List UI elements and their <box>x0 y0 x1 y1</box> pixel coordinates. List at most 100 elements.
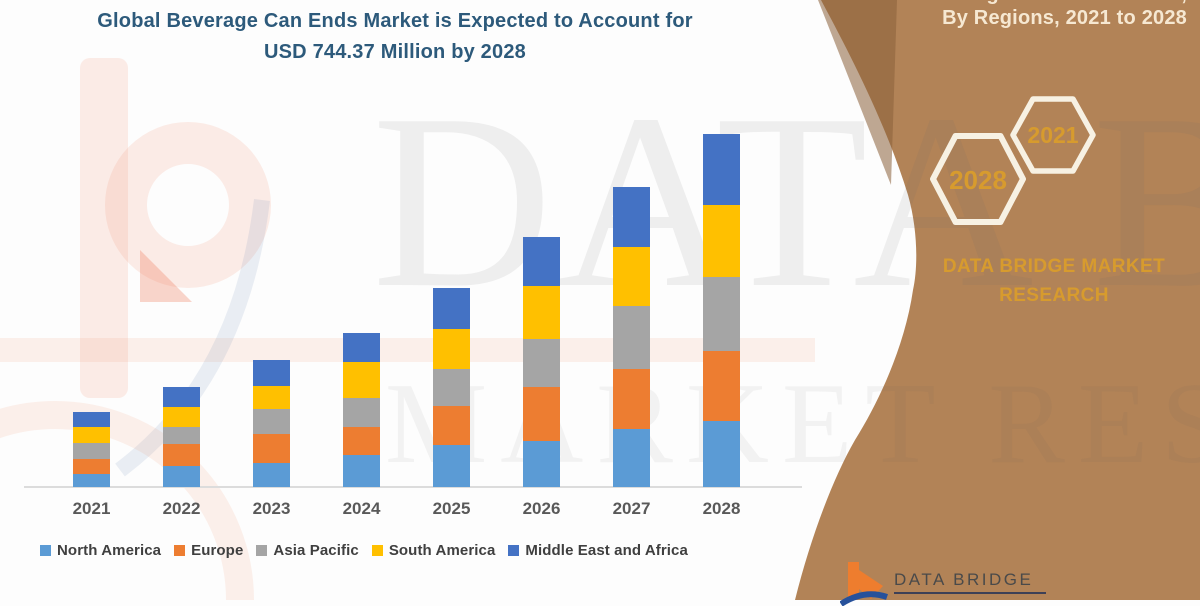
bar-segment-2022-asia-pacific <box>163 427 200 444</box>
bar-segment-2021-asia-pacific <box>73 443 110 459</box>
bar-2024 <box>343 333 380 487</box>
bar-segment-2027-south-america <box>613 247 650 306</box>
bar-segment-2028-middle-east-and-africa <box>703 133 740 206</box>
legend-item-south-america: South America <box>371 542 496 559</box>
legend-item-europe: Europe <box>174 542 243 559</box>
bar-2028 <box>703 133 740 487</box>
footer-underline <box>894 592 1046 594</box>
legend-item-middle-east-and-africa: Middle East and Africa <box>508 542 688 559</box>
bar-segment-2027-middle-east-and-africa <box>613 187 650 248</box>
legend-label: Middle East and Africa <box>525 542 688 559</box>
bar-segment-2026-europe <box>523 387 560 441</box>
bar-segment-2025-asia-pacific <box>433 368 470 407</box>
legend-label: South America <box>388 542 496 559</box>
x-label-2021: 2021 <box>72 499 111 518</box>
bar-segment-2024-asia-pacific <box>343 398 380 427</box>
bar-segment-2028-north-america <box>703 420 740 487</box>
x-label-2022: 2022 <box>162 499 201 518</box>
hexagon-2028-label: 2028 <box>949 165 1007 195</box>
pink-band <box>0 338 815 362</box>
bar-segment-2021-north-america <box>73 473 110 487</box>
bar-segment-2026-middle-east-and-africa <box>523 237 560 287</box>
bar-segment-2022-europe <box>163 443 200 467</box>
x-label-2023: 2023 <box>252 499 291 518</box>
logo-watermark-stem <box>80 58 128 398</box>
bar-segment-2027-asia-pacific <box>613 305 650 369</box>
bar-segment-2026-north-america <box>523 440 560 487</box>
hexagon-2028 <box>930 133 1026 225</box>
footer-brand-text: DATA BRIDGE <box>894 570 1034 589</box>
legend-swatch-icon <box>371 545 383 556</box>
hexagon-2021-label: 2021 <box>1027 122 1078 148</box>
bar-segment-2025-north-america <box>433 445 470 487</box>
legend-item-asia-pacific: Asia Pacific <box>256 542 359 559</box>
x-label-2025: 2025 <box>432 499 471 518</box>
footer: DATA BRIDGE <box>840 558 1160 606</box>
bar-2022 <box>163 387 200 487</box>
brown-panel-shape <box>795 0 1200 600</box>
bar-segment-2025-south-america <box>433 328 470 369</box>
brand-block: DATA BRIDGE MARKET RESEARCH <box>928 252 1180 310</box>
bar-segment-2027-north-america <box>613 428 650 487</box>
brand-line1: DATA BRIDGE MARKET <box>942 256 1166 277</box>
caption-line2: By Regions, 2021 to 2028 <box>942 7 1187 29</box>
hexagon-badges: 2021 2028 <box>930 96 1096 225</box>
legend-label: North America <box>57 542 162 559</box>
logo-watermark-bowl <box>105 122 271 288</box>
legend-swatch-icon <box>174 545 186 556</box>
bar-segment-2021-europe <box>73 458 110 474</box>
caption-line1: Global Beverage Can Ends Market, <box>849 0 1187 6</box>
bar-segment-2025-middle-east-and-africa <box>433 288 470 329</box>
bar-segment-2024-north-america <box>343 455 380 487</box>
bar-segment-2022-north-america <box>163 466 200 487</box>
bar-segment-2022-south-america <box>163 407 200 428</box>
x-label-2024: 2024 <box>342 499 381 518</box>
bar-2025 <box>433 288 470 487</box>
hexagon-2021 <box>1010 96 1096 174</box>
x-label-2026: 2026 <box>522 499 561 518</box>
bar-2027 <box>613 187 650 487</box>
logo-watermark-swoosh <box>115 199 270 477</box>
chart-title-line2: USD 744.37 Million by 2028 <box>264 41 526 63</box>
legend-label: Europe <box>191 542 244 559</box>
bar-segment-2024-europe <box>343 426 380 456</box>
chart-legend: North America Europe Asia Pacific South Ame… <box>40 542 688 559</box>
legend-swatch-icon <box>508 545 520 556</box>
bar-segment-2026-south-america <box>523 286 560 339</box>
bar-segment-2024-south-america <box>343 362 380 399</box>
chart-title: Global Beverage Can Ends Market is Expec… <box>10 6 780 68</box>
chart-title-line1: Global Beverage Can Ends Market is Expec… <box>97 10 693 32</box>
bar-segment-2023-north-america <box>253 462 290 487</box>
logo-watermark-triangle <box>140 250 192 302</box>
bar-segment-2021-middle-east-and-africa <box>73 411 110 427</box>
bar-2023 <box>253 359 290 487</box>
x-axis-line <box>24 486 802 488</box>
x-label-2027: 2027 <box>612 499 651 518</box>
bar-2021 <box>73 411 110 487</box>
legend-swatch-icon <box>40 545 51 556</box>
bar-segment-2025-europe <box>433 406 470 446</box>
bar-2026 <box>523 237 560 487</box>
brown-wedge-shape <box>818 0 897 185</box>
bar-segment-2027-europe <box>613 368 650 429</box>
legend-swatch-icon <box>256 545 268 556</box>
bar-segment-2028-south-america <box>703 205 740 278</box>
x-label-2028: 2028 <box>702 499 741 518</box>
bar-segment-2028-asia-pacific <box>703 277 740 351</box>
legend-item-north-america: North America <box>40 542 161 559</box>
brand-line2: RESEARCH <box>999 285 1109 306</box>
legend-label: Asia Pacific <box>273 542 359 559</box>
bar-segment-2028-europe <box>703 350 740 421</box>
bar-segment-2023-middle-east-and-africa <box>253 359 290 386</box>
logo-watermark-arc <box>0 401 254 600</box>
bar-segment-2023-asia-pacific <box>253 409 290 435</box>
data-bridge-logo-icon <box>840 562 888 606</box>
bar-segment-2024-middle-east-and-africa <box>343 333 380 363</box>
bar-segment-2021-south-america <box>73 426 110 444</box>
bar-segment-2026-asia-pacific <box>523 338 560 388</box>
bar-segment-2022-middle-east-and-africa <box>163 387 200 408</box>
bar-segment-2023-south-america <box>253 385 290 410</box>
